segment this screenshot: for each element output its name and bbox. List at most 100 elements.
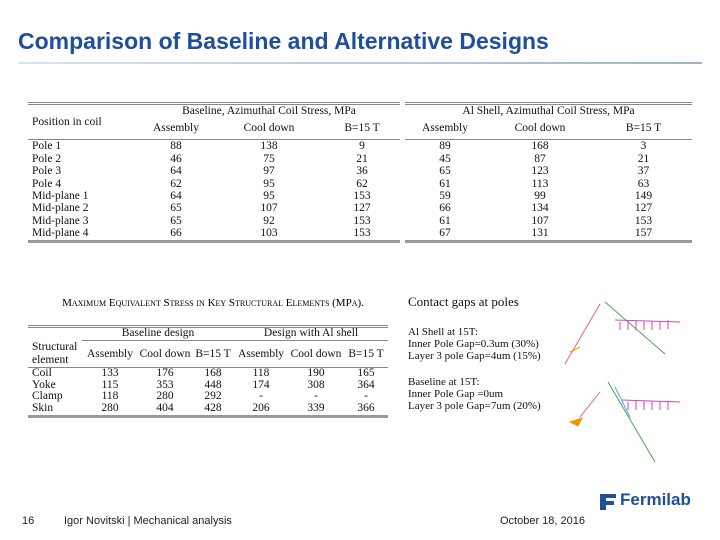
row-header: Structural element	[32, 340, 78, 366]
data-row: Skin 280 404 428 206 339 366	[28, 402, 389, 417]
cell: 308	[307, 378, 325, 391]
plot-bottom	[568, 381, 681, 462]
cell: 113	[531, 177, 549, 190]
notes-title: Contact gaps at poles	[408, 294, 519, 309]
cell: 65	[170, 214, 182, 227]
column-header: Cool down	[290, 347, 342, 360]
title: Comparison of Baseline and Alternative D…	[18, 28, 549, 54]
cell: 97	[263, 165, 275, 178]
cell: 67	[439, 227, 451, 240]
cell: 92	[263, 214, 275, 227]
cell: 115	[101, 378, 119, 391]
note-line: Al Shell at 15T:	[408, 326, 479, 338]
data-row: Clamp 118 280 292 - - -	[28, 391, 388, 403]
cell: 280	[156, 390, 174, 403]
cell: 21	[637, 152, 650, 165]
cell: 174	[252, 378, 270, 391]
cell: 366	[357, 402, 375, 415]
cell: 127	[634, 202, 653, 215]
cell: 404	[156, 402, 174, 415]
cell: 64	[170, 190, 182, 203]
column-header: Cool down	[514, 122, 566, 135]
cell: 339	[307, 402, 325, 415]
cell: 61	[439, 214, 451, 227]
data-row: Pole 2 46 75 21	[28, 153, 400, 165]
header-row: Assembly Cool down B=15 T Assembly Cool down…	[28, 340, 389, 368]
data-row: Mid-plane 2 65 107 127	[28, 202, 400, 214]
row-label: Skin	[32, 402, 54, 415]
title-row: Al Shell, Azimuthal Coil Stress, MPa	[405, 103, 693, 118]
column-header: B=15 T	[344, 122, 380, 135]
cell: 292	[204, 390, 222, 403]
column-header: B=15 T	[195, 347, 231, 360]
note-line: Layer 3 pole Gap=7um (20%)	[408, 400, 541, 412]
notes: Contact gaps at poles Al Shell at 15T: Inn…	[408, 294, 541, 426]
data-row: Yoke 115 353 448 174 308 364	[28, 378, 388, 392]
al-shell-table: Al Shell, Azimuthal Coil Stress, MPa Asse…	[405, 102, 693, 243]
data-row: Mid-plane 4 66 103 153	[28, 227, 401, 242]
row-label: Mid-plane 4	[32, 227, 89, 240]
cell: 138	[260, 140, 278, 153]
cell: 65	[439, 165, 451, 178]
cell: 3	[640, 140, 647, 153]
data-row: 61 107 153	[405, 215, 692, 227]
table-title: Al Shell, Azimuthal Coil Stress, MPa	[462, 105, 635, 117]
cell: 153	[353, 190, 371, 203]
cell: 364	[357, 378, 375, 391]
row-label: Yoke	[32, 378, 56, 391]
note-block: Al Shell at 15T: Inner Pole Gap=0.3um (30…	[408, 326, 541, 362]
column-header: B=15 T	[625, 122, 662, 135]
column-header: Assembly	[87, 347, 133, 360]
note-line: Layer 3 pole Gap=4um (15%)	[408, 350, 541, 362]
note-line: Inner Pole Gap =0um	[408, 388, 504, 400]
group-row: Structural element Baseline design Design …	[28, 326, 389, 366]
date: October 18, 2016	[500, 515, 586, 527]
row-header: Position in coil	[32, 116, 102, 128]
cell: 157	[634, 227, 653, 240]
cell: 63	[637, 177, 650, 190]
column-header: Assembly	[422, 122, 468, 135]
note-line: Baseline at 15T:	[408, 376, 480, 388]
data-row: 45 87 21	[405, 153, 692, 165]
header-row: Assembly Cool down B=15 T	[405, 117, 693, 140]
table-caption: Maximum Equivalent Stress in Key Structu…	[62, 297, 364, 309]
note-line: Inner Pole Gap=0.3um (30%)	[408, 338, 539, 350]
page-number: 16	[22, 515, 35, 527]
data-row: 65 123 37	[405, 165, 692, 177]
data-row: 66 134 127	[405, 202, 692, 214]
cell: 103	[260, 227, 278, 240]
cell: 46	[170, 152, 182, 165]
logo-text: Fermilab	[620, 490, 691, 509]
cell: 153	[353, 227, 371, 240]
author: Igor Novitski | Mechanical analysis	[64, 515, 232, 527]
cell: 87	[534, 152, 546, 165]
logo-icon	[600, 494, 616, 510]
cell: 88	[170, 140, 182, 153]
cell: 428	[204, 402, 222, 415]
group-header: Baseline design	[82, 326, 235, 341]
data-row: 67 131 157	[405, 227, 693, 242]
cell: 149	[634, 190, 653, 203]
row-label: Pole 1	[32, 140, 62, 153]
data-row: Pole 1 88 138 9	[28, 140, 400, 153]
row-label: Pole 3	[32, 165, 62, 178]
cell: -	[364, 390, 368, 403]
cell: 36	[356, 165, 368, 178]
cell: 95	[263, 177, 275, 190]
cell: 168	[204, 366, 222, 379]
title-row: Position in coil Baseline, Azimuthal Coil…	[28, 103, 401, 128]
baseline-table: Position in coil Baseline, Azimuthal Coil…	[28, 102, 401, 243]
cell: 448	[204, 378, 222, 391]
fe-plots	[564, 301, 681, 462]
cell: 118	[101, 390, 119, 403]
note-block: Baseline at 15T: Inner Pole Gap =0um Layer…	[408, 376, 541, 412]
cell: 153	[353, 214, 371, 227]
data-row: 59 99 149	[405, 190, 692, 202]
cell: 176	[156, 366, 174, 379]
cell: -	[314, 390, 318, 403]
row-label: Clamp	[32, 390, 63, 403]
data-row: Pole 4 62 95 62	[28, 178, 400, 190]
row-label: Pole 2	[32, 152, 62, 165]
cell: 21	[356, 152, 368, 165]
